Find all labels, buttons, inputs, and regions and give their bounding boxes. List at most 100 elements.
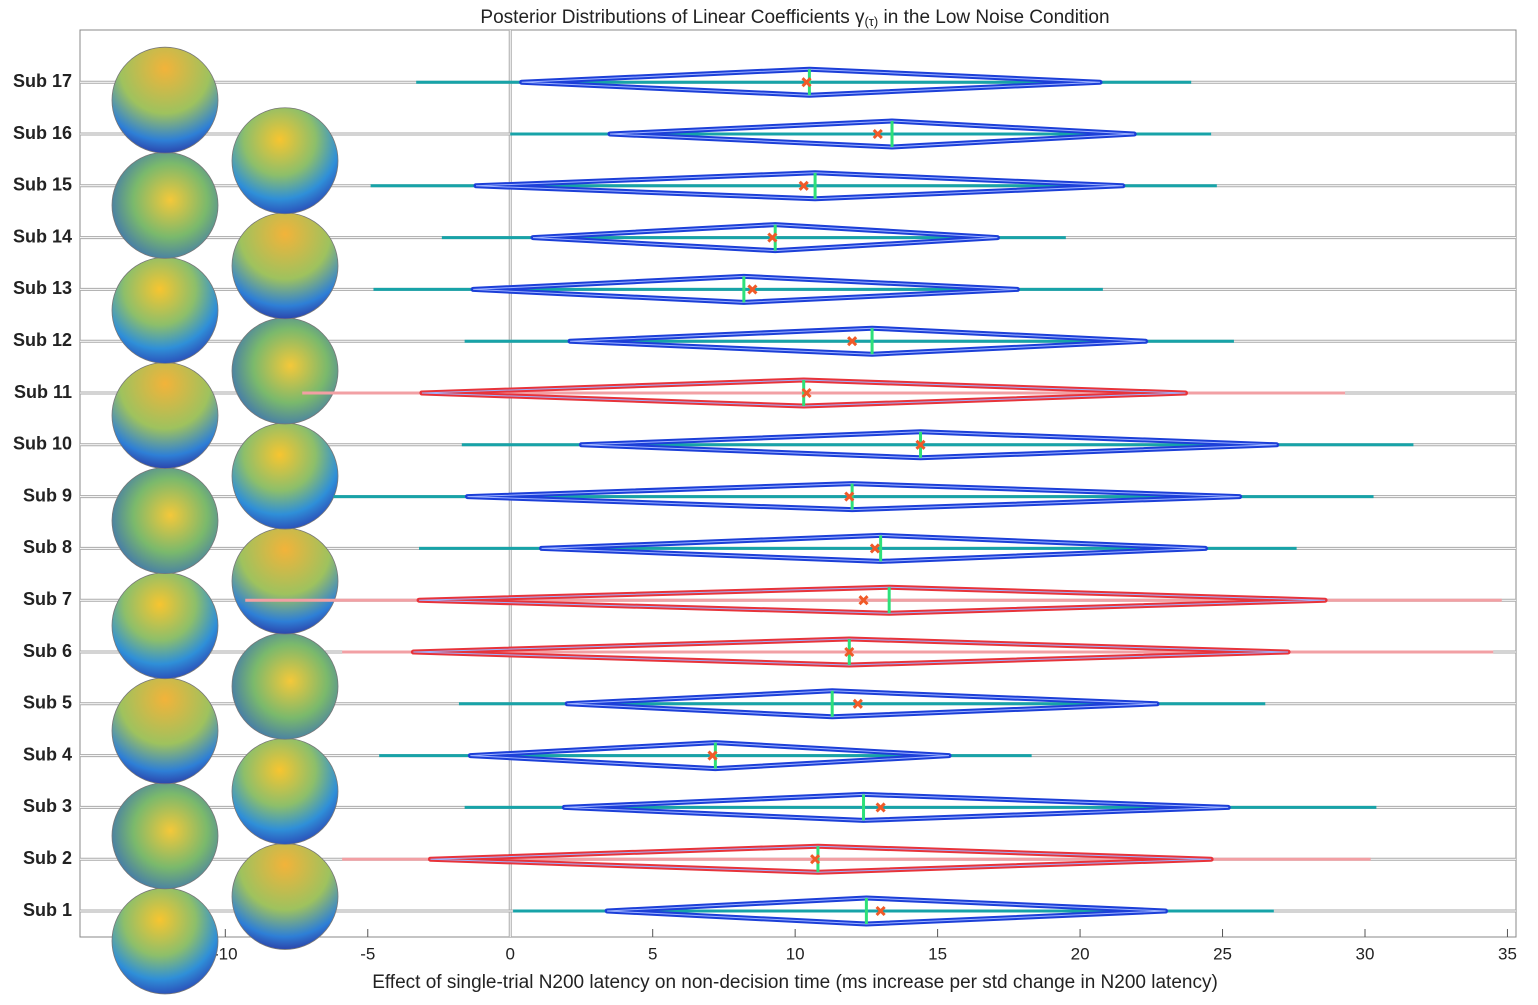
head-topography (231, 527, 339, 635)
head-topography (231, 737, 339, 845)
marks: Sub 1 Sub 2 Sub 3 Sub 4 Sub 5 Sub 6 Sub 7 Sub 8… (13, 66, 1502, 927)
head-topography (111, 677, 219, 785)
head-topography (231, 107, 339, 215)
mean-cross (869, 543, 880, 554)
inner-interval-core (413, 638, 1289, 666)
inner-interval-core (473, 275, 1018, 303)
mean-marker (801, 77, 812, 88)
mean-cross (810, 854, 821, 865)
mean-marker (872, 128, 883, 140)
x-tick-label: -5 (360, 944, 375, 963)
x-tick-label: -10 (213, 944, 238, 963)
y-tick-label: Sub 13 (13, 278, 72, 298)
x-tick-label: 35 (1498, 944, 1517, 963)
head-topography (111, 256, 219, 364)
y-tick-label: Sub 9 (23, 485, 72, 505)
chart-title: Posterior Distributions of Linear Coeffi… (480, 7, 1109, 29)
mean-cross (801, 77, 812, 88)
mean-marker (852, 698, 863, 709)
mean-marker (844, 646, 855, 658)
mean-cross (707, 750, 718, 761)
title-subscript: (τ) (864, 14, 878, 29)
title-rest: in the Low Noise Condition (878, 7, 1109, 28)
mean-cross (852, 698, 863, 709)
head-topography (111, 887, 219, 995)
inner-interval-core (476, 172, 1123, 200)
y-tick-label: Sub 14 (13, 226, 72, 246)
y-tick-label: Sub 12 (13, 330, 72, 350)
mean-cross (872, 128, 883, 140)
mean-marker (810, 854, 821, 865)
inner-interval-core (532, 224, 998, 252)
mean-marker (869, 543, 880, 554)
mean-marker (858, 595, 869, 606)
x-tick-label: 20 (1071, 944, 1090, 963)
head-topography (111, 362, 219, 469)
inner-interval-core (467, 483, 1240, 511)
x-tick-label: 5 (648, 944, 657, 963)
mean-cross (798, 180, 809, 191)
head-topography (111, 782, 219, 890)
mean-marker (875, 802, 886, 813)
mean-marker (767, 232, 778, 243)
y-tick-label: Sub 17 (13, 71, 72, 91)
y-tick-label: Sub 16 (13, 123, 72, 143)
mean-cross (747, 284, 758, 295)
head-topography (111, 46, 219, 154)
title-main: Posterior Distributions of Linear Coeffi… (480, 7, 865, 28)
y-tick-label: Sub 2 (23, 848, 72, 868)
head-topography (231, 317, 339, 425)
inner-interval-core (430, 845, 1212, 873)
inner-interval-core (470, 742, 950, 770)
y-tick-label: Sub 15 (13, 175, 72, 195)
mean-marker (844, 491, 855, 502)
x-tick-label: 0 (505, 944, 514, 963)
inner-interval-core (541, 534, 1206, 562)
mean-marker (847, 336, 858, 347)
head-topography (231, 843, 339, 950)
head-topography (111, 151, 219, 259)
head-topography (111, 467, 219, 574)
x-tick-label: 30 (1356, 944, 1375, 963)
y-tick-label: Sub 5 (23, 693, 72, 713)
mean-marker (798, 180, 809, 191)
inner-interval-core (581, 431, 1277, 459)
inner-interval-core (421, 379, 1186, 407)
y-tick-label: Sub 10 (13, 434, 72, 454)
mean-cross (844, 491, 855, 502)
x-tick-label: 25 (1213, 944, 1232, 963)
inner-interval-core (609, 120, 1135, 148)
mean-cross (875, 905, 886, 917)
inner-interval-core (419, 586, 1326, 614)
y-tick-label: Sub 7 (23, 589, 72, 609)
mean-cross (801, 387, 812, 399)
mean-cross (915, 439, 926, 450)
x-tick-label: 10 (786, 944, 805, 963)
inner-interval-core (564, 793, 1229, 821)
mean-marker (875, 905, 886, 917)
y-tick-label: Sub 4 (23, 744, 72, 764)
inner-interval-core (570, 327, 1146, 355)
inner-interval-core (521, 68, 1101, 96)
head-topography (231, 422, 339, 530)
mean-cross (844, 646, 855, 658)
inner-interval-core (567, 690, 1158, 718)
mean-cross (847, 336, 858, 347)
x-tick-label: 15 (928, 944, 947, 963)
mean-cross (858, 595, 869, 606)
y-tick-label: Sub 3 (23, 796, 72, 816)
y-tick-label: Sub 11 (14, 382, 72, 402)
y-tick-label: Sub 8 (23, 537, 72, 557)
mean-marker (707, 750, 718, 761)
y-tick-label: Sub 6 (23, 641, 72, 661)
inner-interval-core (607, 897, 1166, 925)
topographies (111, 46, 339, 995)
head-topography (231, 212, 339, 320)
mean-cross (767, 232, 778, 243)
x-axis-label: Effect of single-trial N200 latency on n… (372, 972, 1218, 993)
mean-cross (875, 802, 886, 813)
head-topography (111, 572, 219, 680)
head-topography (231, 632, 339, 740)
mean-marker (915, 439, 926, 450)
